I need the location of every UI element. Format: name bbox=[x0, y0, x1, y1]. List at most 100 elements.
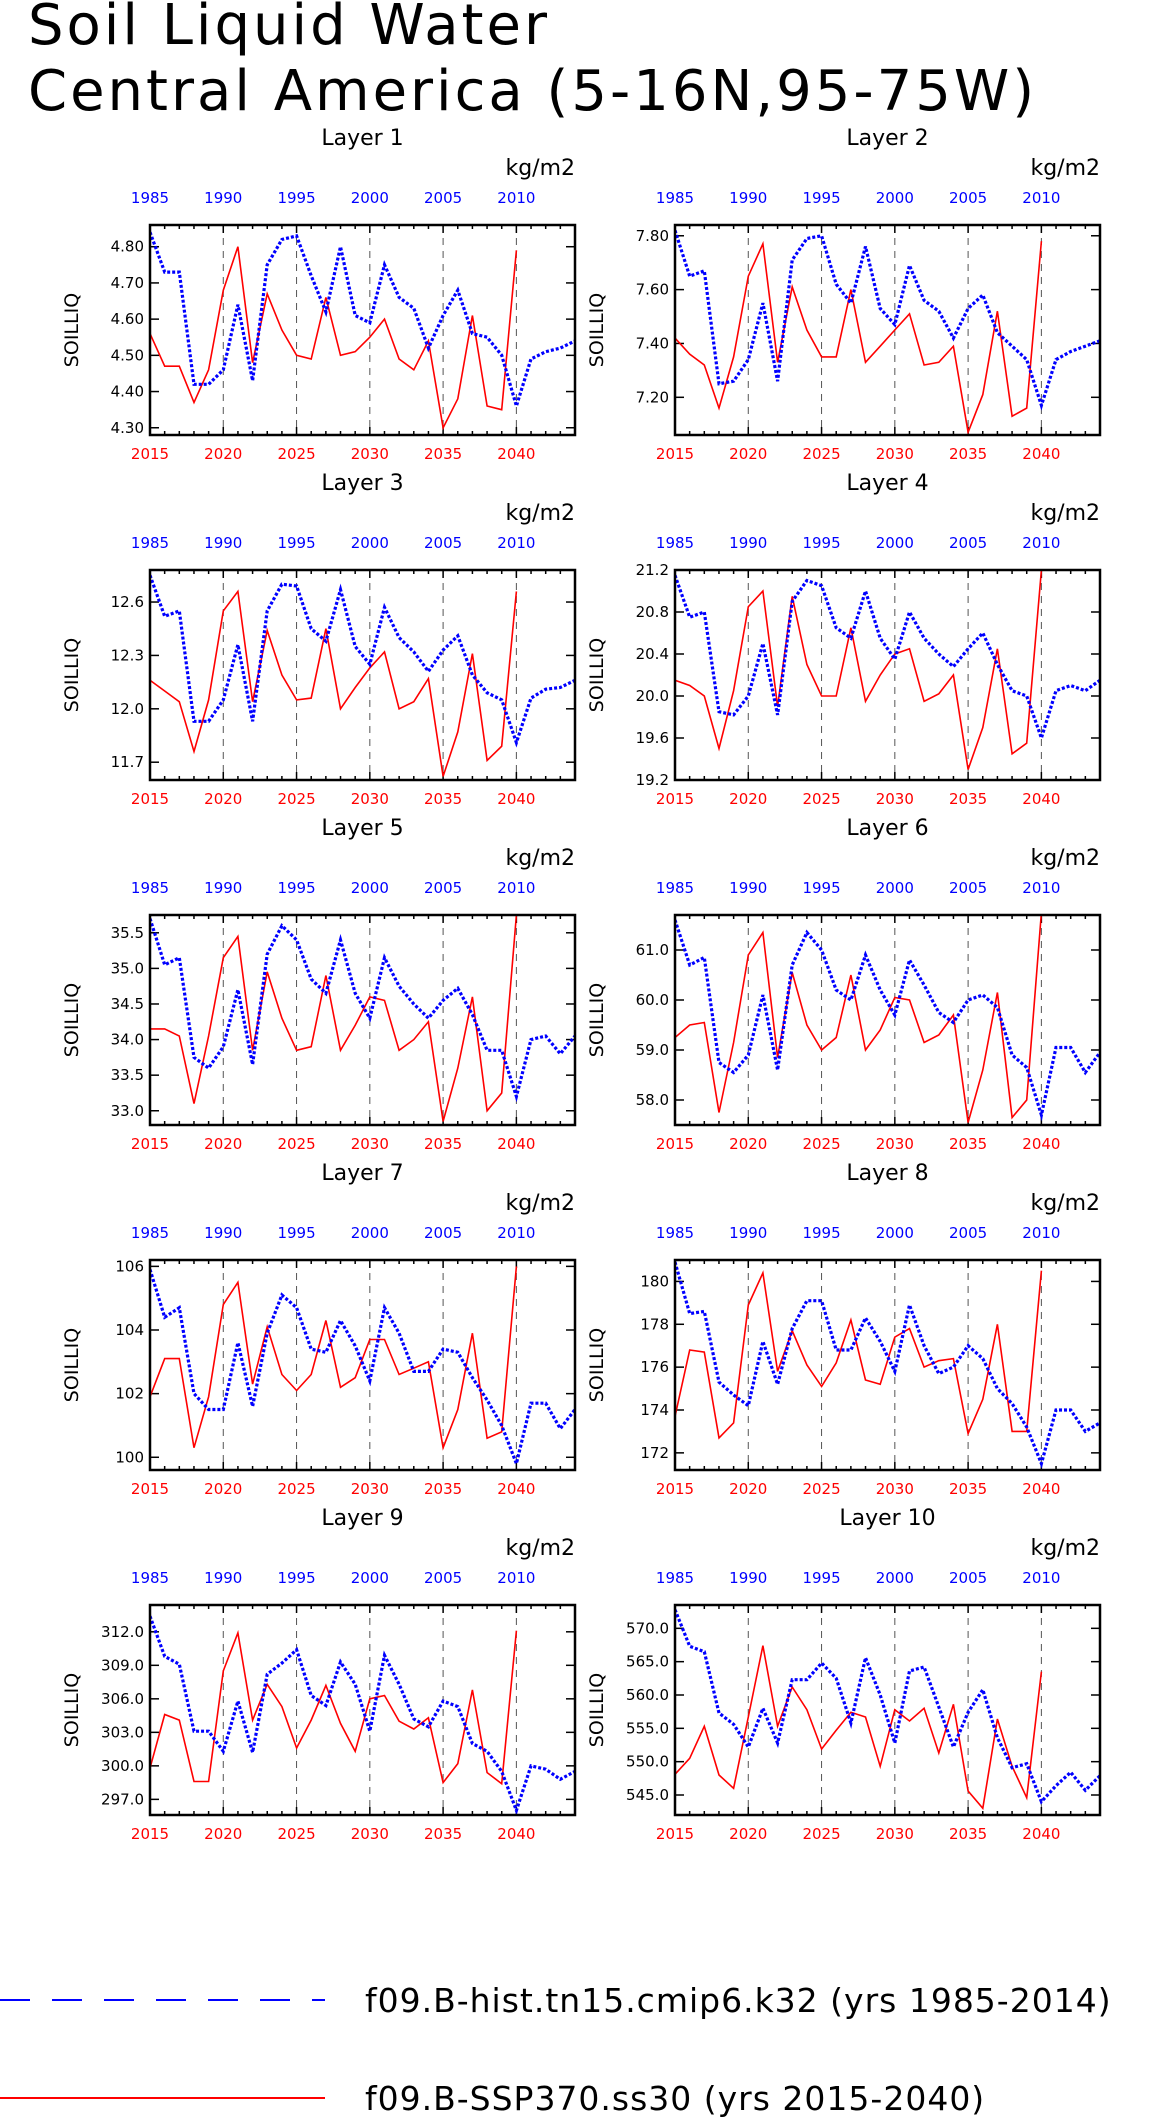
panels: Layer 1 kg/m2 SOILLIQ 2015 2020 2025 2030 2035 2… bbox=[61, 126, 1102, 1843]
x-top-tick-label: 1995 bbox=[802, 189, 840, 207]
panel-title-layer-3: Layer 3 bbox=[321, 471, 403, 496]
x-top-tick-label: 1990 bbox=[729, 1224, 767, 1242]
x-bottom-tick-label: 2025 bbox=[277, 1480, 315, 1498]
y-tick-label: 545.0 bbox=[626, 1786, 669, 1804]
y-tick-label: 300.0 bbox=[101, 1757, 144, 1775]
y-tick-label: 7.20 bbox=[636, 388, 669, 406]
chart-panel: Layer 1 kg/m2 SOILLIQ 2015 2020 2025 2030 2035 2… bbox=[61, 126, 577, 463]
x-bottom-tick-label: 2015 bbox=[656, 1825, 694, 1843]
x-bottom-tick-label: 2025 bbox=[802, 1825, 840, 1843]
panel-title-layer-2: Layer 2 bbox=[846, 126, 928, 151]
y-tick-label: 565.0 bbox=[626, 1653, 669, 1671]
series-line-hist bbox=[150, 574, 575, 748]
x-bottom-tick-label: 2030 bbox=[876, 445, 914, 463]
series-line-ssp bbox=[675, 1645, 1043, 1811]
x-bottom-tick-label: 2040 bbox=[497, 1480, 535, 1498]
y-tick-label: 7.60 bbox=[636, 281, 669, 299]
x-bottom-tick-label: 2015 bbox=[131, 1825, 169, 1843]
x-top-tick-label: 2010 bbox=[1022, 1569, 1060, 1587]
series-line-ssp bbox=[675, 240, 1043, 435]
units-label: kg/m2 bbox=[505, 156, 575, 181]
legend-ssp-label: f09.B-SSP370.ss30 (yrs 2015-2040) bbox=[365, 2079, 985, 2118]
panel-title-layer-9: Layer 9 bbox=[321, 1506, 403, 1531]
x-top-tick-label: 2005 bbox=[949, 189, 987, 207]
x-top-tick-label: 2005 bbox=[424, 534, 462, 552]
x-bottom-tick-label: 2025 bbox=[802, 1135, 840, 1153]
plot-frame bbox=[148, 1258, 577, 1472]
x-top-tick-label: 2000 bbox=[351, 879, 389, 897]
y-axis-label: SOILLIQ bbox=[61, 638, 83, 712]
series-line-hist bbox=[150, 231, 575, 412]
x-top-tick-label: 2010 bbox=[1022, 1224, 1060, 1242]
units-label: kg/m2 bbox=[505, 501, 575, 526]
x-top-tick-label: 1995 bbox=[277, 534, 315, 552]
x-bottom-tick-label: 2035 bbox=[424, 790, 462, 808]
y-tick-label: 176 bbox=[640, 1358, 669, 1376]
x-bottom-tick-label: 2030 bbox=[876, 1825, 914, 1843]
x-bottom-tick-label: 2030 bbox=[351, 1825, 389, 1843]
panel-title-layer-8: Layer 8 bbox=[846, 1161, 928, 1186]
series-line-ssp bbox=[150, 1629, 518, 1786]
x-bottom-tick-label: 2030 bbox=[351, 1480, 389, 1498]
x-top-tick-label: 1990 bbox=[729, 1569, 767, 1587]
series-line-hist bbox=[150, 1615, 575, 1815]
y-tick-label: 312.0 bbox=[101, 1623, 144, 1641]
x-top-tick-label: 2005 bbox=[949, 534, 987, 552]
x-top-tick-label: 1990 bbox=[729, 189, 767, 207]
x-top-tick-label: 1995 bbox=[277, 189, 315, 207]
x-bottom-tick-label: 2030 bbox=[876, 1480, 914, 1498]
x-top-tick-label: 1990 bbox=[204, 189, 242, 207]
chart-panel: Layer 8 kg/m2 SOILLIQ 2015 2020 2025 2030 2035 2… bbox=[586, 1161, 1102, 1498]
y-tick-label: 309.0 bbox=[101, 1656, 144, 1674]
x-bottom-tick-label: 2035 bbox=[949, 1825, 987, 1843]
x-top-tick-label: 2000 bbox=[351, 1224, 389, 1242]
y-tick-label: 4.80 bbox=[111, 238, 144, 256]
x-bottom-tick-label: 2020 bbox=[729, 790, 767, 808]
x-bottom-tick-label: 2030 bbox=[351, 790, 389, 808]
series-line-ssp bbox=[675, 1270, 1043, 1440]
x-bottom-tick-label: 2035 bbox=[949, 790, 987, 808]
series-line-hist bbox=[675, 1609, 1100, 1805]
x-top-tick-label: 2010 bbox=[497, 189, 535, 207]
y-axis-label: SOILLIQ bbox=[586, 983, 608, 1057]
panel-title-layer-5: Layer 5 bbox=[321, 816, 403, 841]
x-top-tick-label: 1985 bbox=[656, 1569, 694, 1587]
x-bottom-tick-label: 2030 bbox=[876, 1135, 914, 1153]
x-top-tick-label: 1995 bbox=[277, 1569, 315, 1587]
x-top-tick-label: 1985 bbox=[131, 879, 169, 897]
x-bottom-tick-label: 2035 bbox=[424, 1480, 462, 1498]
x-bottom-tick-label: 2040 bbox=[1022, 1480, 1060, 1498]
x-top-tick-label: 1995 bbox=[802, 1224, 840, 1242]
x-top-tick-label: 2010 bbox=[497, 534, 535, 552]
x-bottom-tick-label: 2020 bbox=[204, 790, 242, 808]
x-bottom-tick-label: 2035 bbox=[424, 1825, 462, 1843]
plot-frame bbox=[673, 223, 1102, 437]
x-bottom-tick-label: 2035 bbox=[424, 445, 462, 463]
x-top-tick-label: 1985 bbox=[656, 879, 694, 897]
y-tick-label: 21.2 bbox=[636, 561, 669, 579]
x-top-tick-label: 1990 bbox=[204, 879, 242, 897]
legend: f09.B-hist.tn15.cmip6.k32 (yrs 1985-2014… bbox=[0, 1981, 1111, 2118]
y-tick-label: 35.0 bbox=[111, 959, 144, 977]
x-bottom-tick-label: 2040 bbox=[1022, 1135, 1060, 1153]
y-tick-label: 555.0 bbox=[626, 1719, 669, 1737]
x-bottom-tick-label: 2025 bbox=[802, 1480, 840, 1498]
y-axis-label: SOILLIQ bbox=[61, 1673, 83, 1747]
units-label: kg/m2 bbox=[1030, 846, 1100, 871]
units-label: kg/m2 bbox=[1030, 1191, 1100, 1216]
y-tick-label: 11.7 bbox=[111, 753, 144, 771]
y-tick-label: 58.0 bbox=[636, 1091, 669, 1109]
x-top-tick-label: 1995 bbox=[802, 534, 840, 552]
x-bottom-tick-label: 2040 bbox=[497, 1825, 535, 1843]
y-tick-label: 60.0 bbox=[636, 991, 669, 1009]
x-top-tick-label: 1990 bbox=[729, 534, 767, 552]
x-bottom-tick-label: 2020 bbox=[729, 1135, 767, 1153]
y-axis-label: SOILLIQ bbox=[586, 638, 608, 712]
plot-frame bbox=[673, 1258, 1102, 1472]
x-bottom-tick-label: 2025 bbox=[277, 1135, 315, 1153]
series-line-ssp bbox=[150, 246, 518, 431]
y-tick-label: 4.60 bbox=[111, 310, 144, 328]
plot-frame bbox=[673, 568, 1102, 782]
x-top-tick-label: 1990 bbox=[204, 1569, 242, 1587]
